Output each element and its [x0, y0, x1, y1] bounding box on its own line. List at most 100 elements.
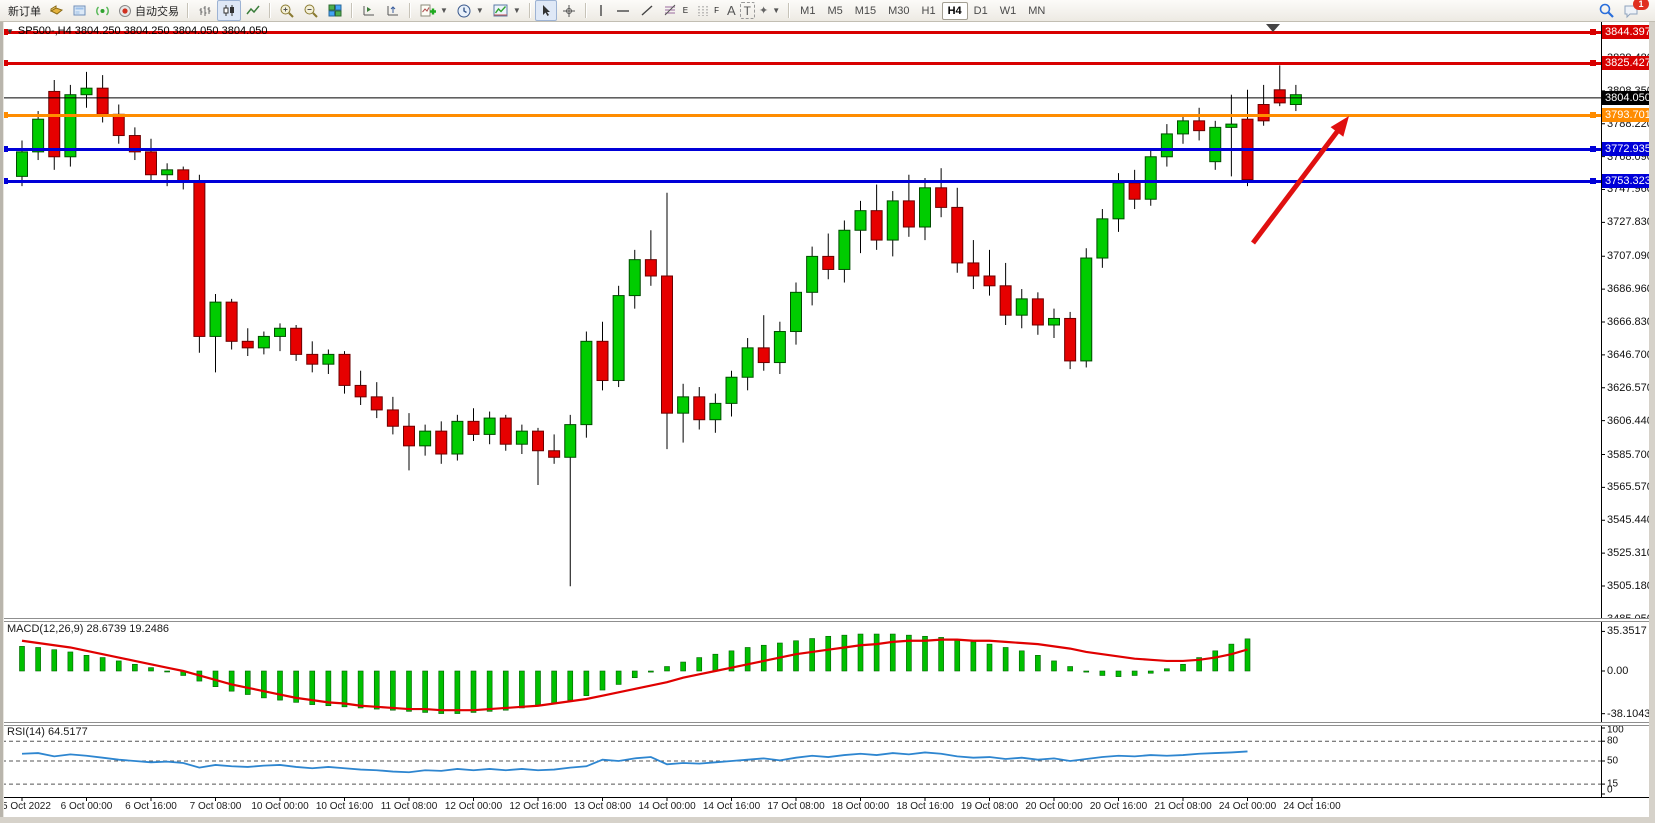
candle-body: [999, 285, 1012, 316]
cycle-letter: F: [714, 6, 719, 15]
bar-chart-button[interactable]: [193, 0, 217, 21]
line-chart-button[interactable]: [241, 0, 265, 21]
candle-body: [145, 151, 157, 176]
cursor-button[interactable]: [534, 0, 557, 21]
rsi-tick-label: 100: [1607, 724, 1624, 736]
text-tool-letter: A: [727, 3, 736, 18]
arrow-line[interactable]: [1251, 125, 1343, 245]
cursor-icon: [542, 5, 550, 16]
horizontal-line-button[interactable]: [611, 0, 635, 21]
tile-windows-button[interactable]: [323, 0, 347, 21]
toolbar-separator: [409, 3, 411, 18]
text-tool-button[interactable]: A: [723, 0, 740, 21]
horizontal-line-object[interactable]: [2, 62, 1601, 65]
tab-timeframe-m5[interactable]: M5: [827, 4, 843, 17]
candle-body: [1128, 182, 1141, 200]
add-indicator-button[interactable]: ▼: [415, 0, 452, 21]
price-level-badge: 3793.701: [1602, 107, 1651, 122]
zoom-in-button[interactable]: [275, 0, 299, 21]
candle-body: [612, 295, 625, 382]
chart-title-text: SP500-,H4 3804.250 3804.250 3804.050 380…: [17, 25, 268, 37]
pane-separator-rsi[interactable]: [0, 722, 1649, 726]
tab-timeframe-h1[interactable]: H1: [921, 4, 936, 17]
candle-body: [919, 187, 931, 228]
candle-body: [1289, 94, 1302, 106]
line-handle[interactable]: [1590, 112, 1596, 118]
window-scrollstrip-right[interactable]: [1649, 22, 1655, 823]
cycle-lines-button[interactable]: F: [692, 0, 723, 21]
chart-expand-icon[interactable]: ▼: [6, 26, 14, 36]
macd-histogram-bar: [793, 640, 799, 672]
crosshair-icon: [562, 4, 575, 17]
tab-timeframe-m30[interactable]: M30: [888, 4, 910, 17]
tab-timeframe-m15[interactable]: M15: [854, 4, 877, 17]
line-handle[interactable]: [1590, 146, 1596, 152]
terminal-button[interactable]: [68, 0, 91, 21]
tab-timeframe-w1[interactable]: W1: [999, 4, 1017, 17]
candle-body: [1096, 218, 1109, 259]
macd-histogram-bar: [938, 637, 944, 672]
macd-histogram-bar: [1147, 670, 1154, 674]
tab-timeframe-h4[interactable]: H4: [941, 1, 968, 20]
horizontal-line-object[interactable]: [2, 114, 1601, 117]
trendline-icon: [641, 5, 653, 16]
time-tick-label: 20 Oct 16:00: [1089, 801, 1148, 812]
macd-histogram-bar: [373, 670, 380, 710]
horizontal-line-object[interactable]: [2, 31, 1601, 34]
macd-histogram-bar: [712, 653, 719, 672]
line-handle[interactable]: [1590, 29, 1596, 35]
macd-histogram-bar: [115, 660, 122, 672]
line-handle[interactable]: [2, 178, 8, 184]
tab-timeframe-mn[interactable]: MN: [1028, 4, 1046, 17]
macd-histogram-bar: [857, 633, 864, 672]
new-order-button[interactable]: 新订单: [4, 1, 45, 20]
horizontal-line-object[interactable]: [2, 180, 1601, 183]
template-button[interactable]: ▼: [488, 0, 525, 21]
macd-histogram-bar: [1180, 663, 1186, 672]
tab-timeframe-d1[interactable]: D1: [973, 4, 988, 17]
crosshair-button[interactable]: [557, 0, 581, 21]
candlestick-chart-button[interactable]: [217, 0, 241, 21]
line-handle[interactable]: [2, 112, 8, 118]
candle-body: [354, 384, 367, 398]
zoom-out-button[interactable]: [299, 0, 323, 21]
candle-body: [209, 301, 222, 337]
profile-step-button[interactable]: [381, 0, 405, 21]
market-package-icon[interactable]: [45, 0, 68, 21]
horizontal-line-object[interactable]: [2, 148, 1601, 151]
period-button[interactable]: ▼: [452, 0, 488, 21]
package-icon: [49, 5, 64, 15]
macd-histogram-bar: [631, 670, 638, 679]
text-label-button[interactable]: T: [739, 2, 756, 19]
line-handle[interactable]: [2, 29, 8, 35]
macd-histogram-bar: [664, 666, 670, 672]
macd-histogram-bar: [470, 670, 477, 713]
line-handle[interactable]: [2, 60, 8, 66]
fibonacci-button[interactable]: E: [659, 0, 692, 21]
candle-body: [709, 402, 722, 421]
trendline-button[interactable]: [635, 0, 659, 21]
signal-button[interactable]: [91, 0, 114, 21]
candle-body: [32, 118, 45, 153]
candle-body: [790, 291, 802, 333]
vertical-line-button[interactable]: [591, 0, 611, 21]
profile-next-button[interactable]: [357, 0, 381, 21]
macd-histogram-bar: [680, 661, 686, 672]
shapes-button[interactable]: ✦ ▼: [755, 0, 784, 21]
notifications-button[interactable]: 1: [1619, 0, 1649, 21]
arrow-head[interactable]: [1330, 116, 1349, 137]
line-handle[interactable]: [1590, 178, 1596, 184]
line-handle[interactable]: [2, 146, 8, 152]
macd-histogram-bar: [1083, 670, 1090, 673]
pane-separator-macd[interactable]: [0, 618, 1649, 622]
macd-histogram-bar: [1131, 670, 1138, 676]
tab-timeframe-m1[interactable]: M1: [800, 4, 816, 17]
auto-trading-button[interactable]: 自动交易: [114, 1, 183, 20]
search-button[interactable]: [1594, 0, 1619, 21]
chart-shift-marker[interactable]: [1266, 24, 1280, 32]
toolbar: 新订单 自动交易 ▼ ▼ ▼ E F A T ✦ ▼: [0, 0, 1655, 22]
line-chart-icon: [246, 5, 260, 15]
line-handle[interactable]: [1590, 60, 1596, 66]
macd-histogram-bar: [922, 635, 928, 672]
